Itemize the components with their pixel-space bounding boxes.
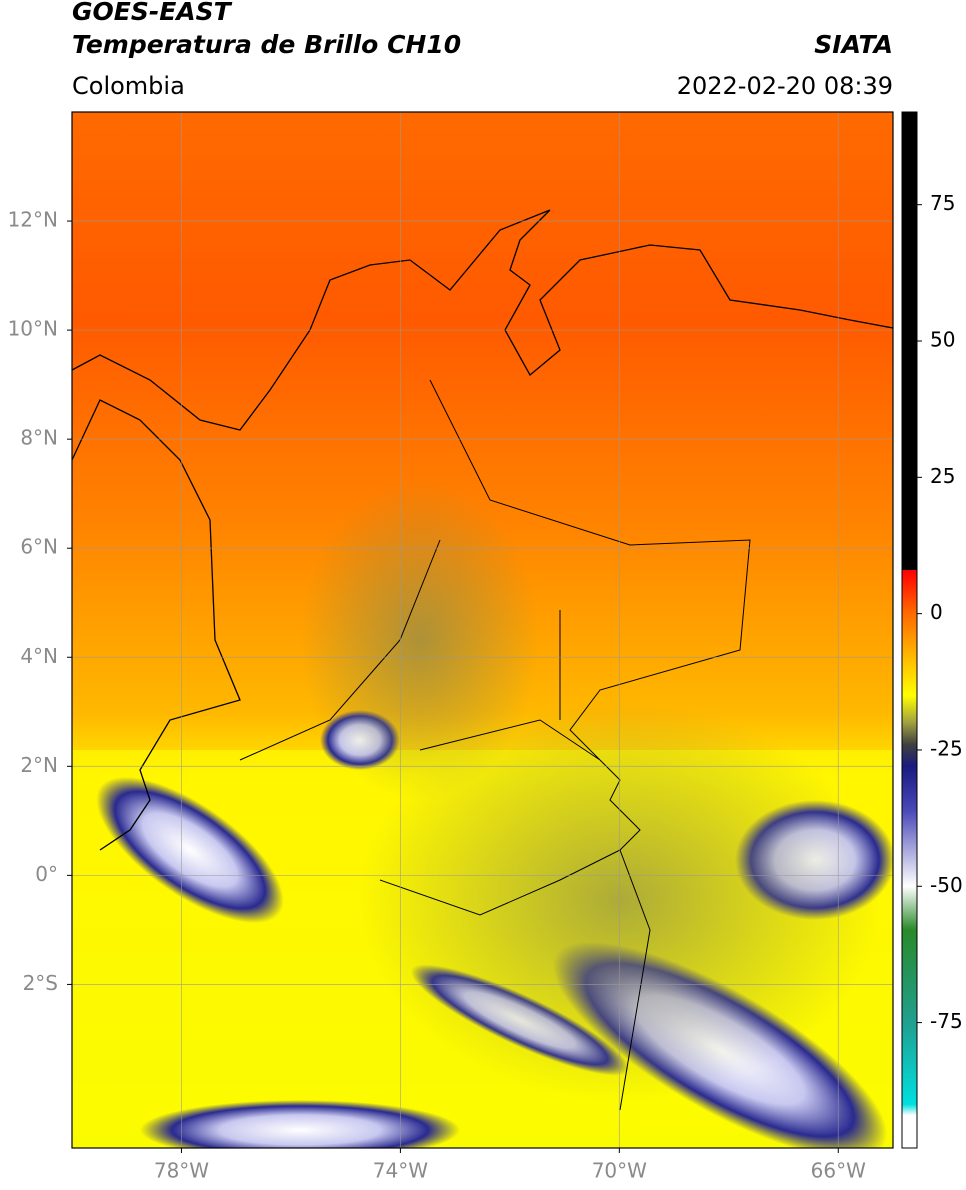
map — [72, 112, 893, 1148]
region: Colombia — [72, 72, 185, 100]
x-tick-label: 70°W — [592, 1159, 647, 1183]
colorbar-tick-label: -25 — [930, 736, 963, 760]
subtitle: Temperatura de Brillo CH10 — [72, 30, 461, 59]
y-tick-label: 2°S — [23, 971, 58, 995]
source: SIATA — [814, 30, 893, 59]
title: GOES-EAST — [72, 0, 233, 26]
y-tick-label: 2°N — [20, 753, 58, 777]
y-tick-label: 6°N — [20, 535, 58, 559]
datetime: 2022-02-20 08:39 — [677, 72, 893, 100]
colorbar-tick-label: 0 — [930, 600, 943, 624]
cloud — [96, 776, 284, 924]
y-tick-label: 8°N — [20, 426, 58, 450]
x-tick-label: 66°W — [811, 1159, 866, 1183]
x-tick-label: 74°W — [373, 1159, 428, 1183]
colorbar-tick-label: -75 — [930, 1009, 963, 1033]
y-tick-label: 4°N — [20, 644, 58, 668]
colorbar-frame — [901, 111, 918, 1149]
colorbar-tick-label: 50 — [930, 328, 955, 352]
coastline — [72, 209, 893, 431]
map-frame — [71, 111, 894, 1149]
colorbar-tick-label: 25 — [930, 464, 955, 488]
cloud — [140, 1100, 460, 1148]
colorbar-tick-label: -50 — [930, 873, 963, 897]
border — [239, 379, 751, 1111]
haze — [360, 700, 880, 1100]
x-tick-label: 78°W — [154, 1159, 209, 1183]
colorbar-tick-label: 75 — [930, 191, 955, 215]
colorbar — [902, 112, 917, 1148]
coastline — [72, 399, 241, 851]
y-tick-label: 12°N — [8, 208, 58, 232]
y-tick-label: 0° — [35, 862, 58, 886]
haze — [300, 480, 540, 800]
y-tick-label: 10°N — [8, 317, 58, 341]
